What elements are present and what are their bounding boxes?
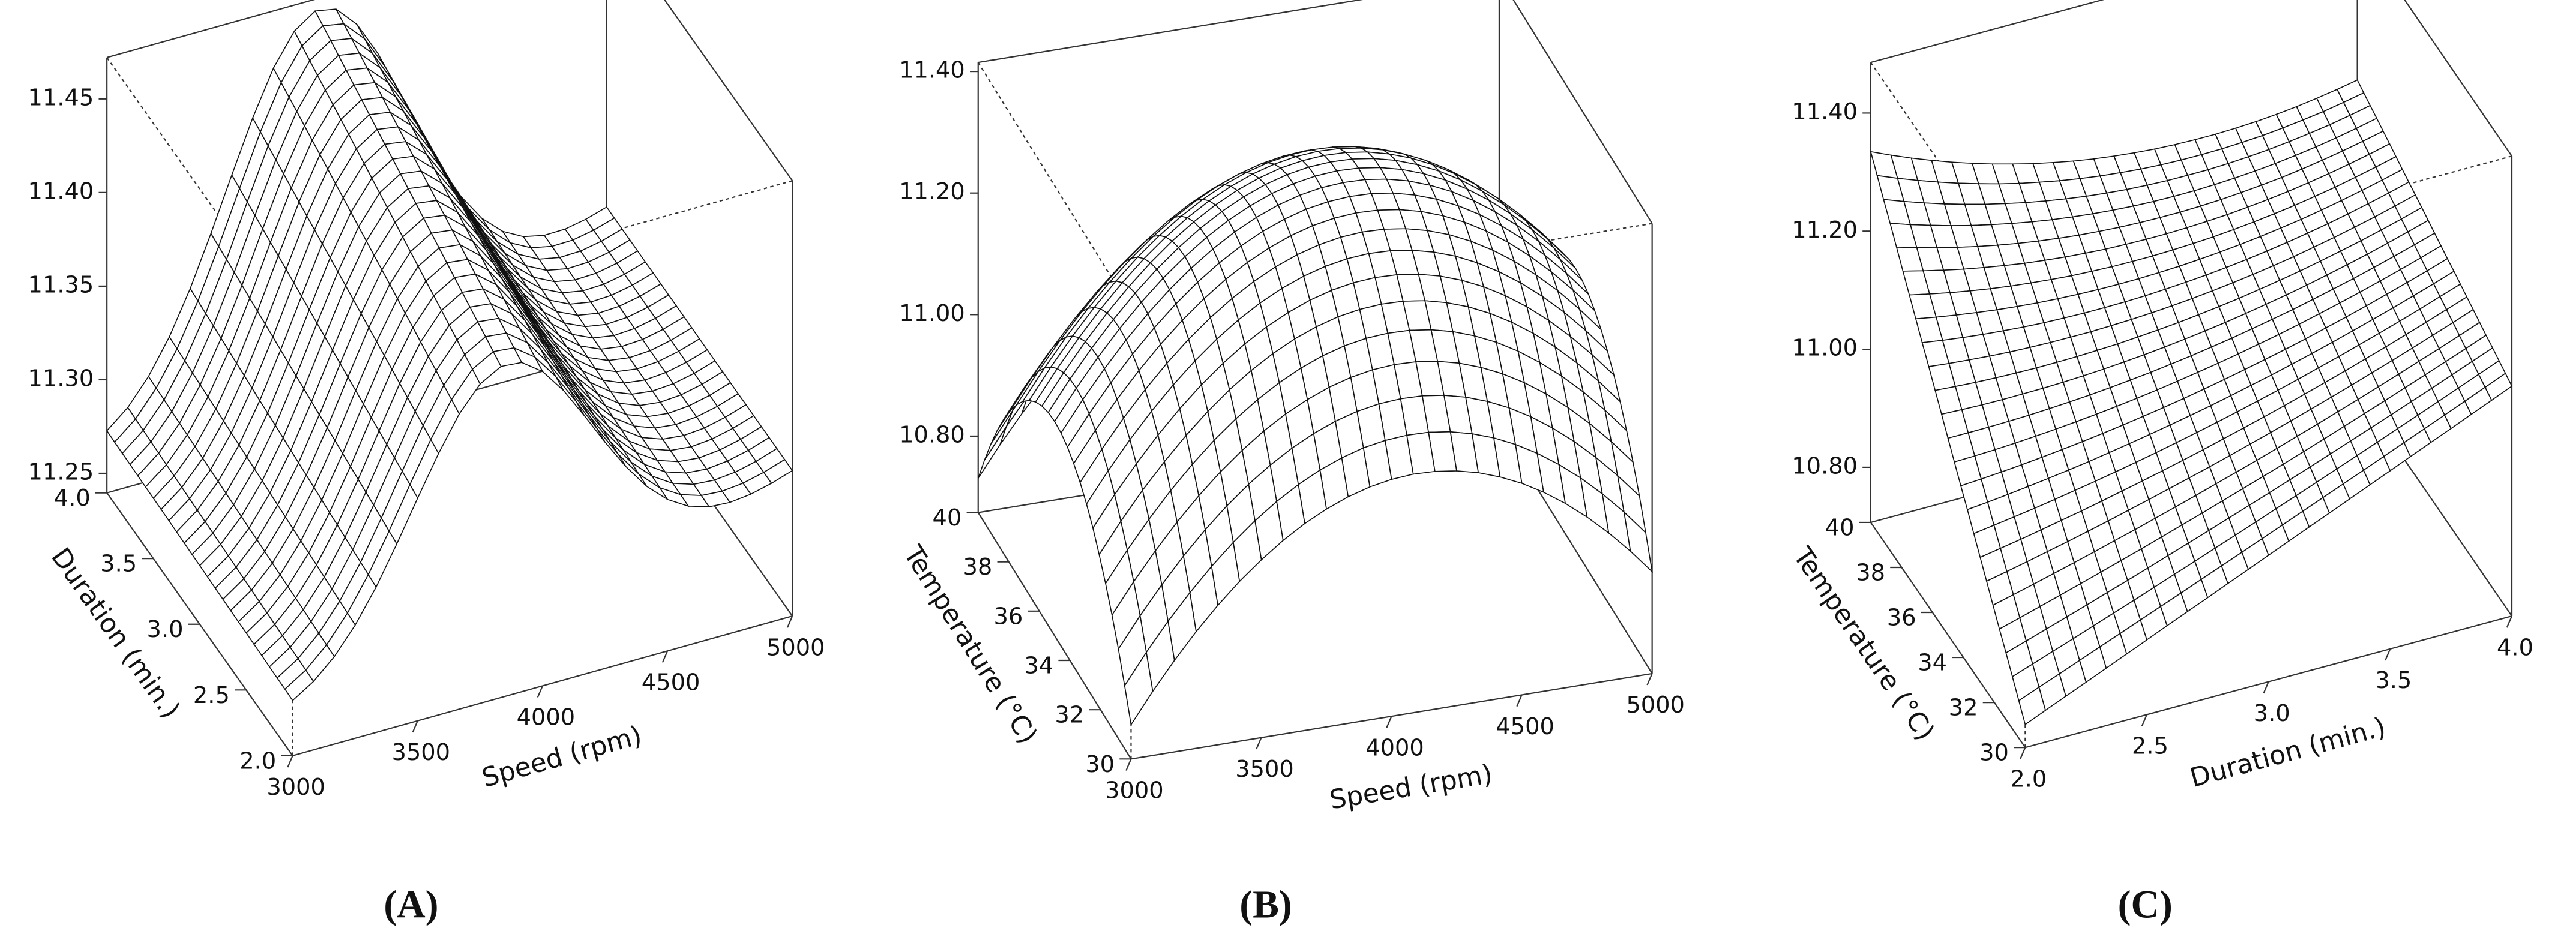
- box-edge: [2404, 0, 2512, 157]
- x-tick-label: 3500: [392, 739, 451, 766]
- tick-mark: [787, 615, 793, 628]
- mesh-cell: [2018, 686, 2046, 726]
- z-tick-label: 11.40: [899, 57, 965, 84]
- y-tick-label: 2.0: [239, 747, 276, 774]
- panel-label: (B): [1239, 883, 1292, 927]
- tick-mark: [537, 686, 543, 698]
- box-edge: [1512, 0, 1653, 224]
- y-tick-label: 32: [1055, 702, 1084, 729]
- tick-mark: [412, 720, 418, 733]
- box-edge: [1870, 522, 2026, 748]
- z-tick-label: 10.80: [1792, 452, 1858, 479]
- y-tick-label: 34: [1918, 650, 1947, 677]
- x-tick-label: 3.5: [2375, 667, 2412, 694]
- y-tick-label: 32: [1949, 695, 1978, 722]
- y-tick-label: 2.5: [193, 682, 230, 709]
- box-edge: [978, 0, 1363, 64]
- panel-label: (C): [2118, 883, 2173, 927]
- y-tick-label: 3.0: [147, 616, 184, 643]
- tick-mark: [287, 755, 293, 768]
- box-edge: [977, 62, 1132, 310]
- z-tick-label: 11.35: [28, 271, 94, 298]
- box-edge: [106, 57, 293, 321]
- y-tick-label: 36: [1887, 604, 1916, 631]
- z-tick-label: 11.00: [899, 300, 965, 327]
- z-tick-label: 11.20: [1792, 217, 1858, 244]
- y-tick-label: 36: [993, 603, 1023, 630]
- x-axis-title: Speed (rpm): [1328, 759, 1495, 816]
- tick-mark: [661, 650, 669, 663]
- tick-mark: [2506, 615, 2513, 628]
- tick-mark: [1256, 737, 1262, 750]
- mesh-cell: [284, 669, 314, 702]
- panel: 10.80 11.00 11.20 11.40 3000 3500 4000 4500 5000…: [897, 0, 1685, 927]
- z-tick-label: 11.20: [899, 178, 965, 205]
- box-edge: [977, 512, 1132, 759]
- y-tick-label: 38: [1856, 559, 1885, 586]
- x-tick-label: 2.5: [2132, 733, 2168, 760]
- z-tick-label: 11.45: [28, 84, 94, 111]
- z-tick-label: 11.40: [28, 178, 94, 205]
- box-edge: [664, 0, 793, 181]
- tick-mark: [1646, 673, 1653, 686]
- y-tick-label: 4.0: [54, 485, 91, 512]
- box-edge: [106, 0, 316, 58]
- y-tick-label: 30: [1085, 751, 1115, 778]
- x-tick-label: 3.0: [2254, 700, 2290, 727]
- tick-mark: [2020, 747, 2026, 759]
- x-tick-label: 4500: [642, 669, 700, 696]
- x-tick-label: 4000: [517, 704, 576, 731]
- y-tick-label: 3.5: [100, 551, 137, 578]
- panel-label: (A): [384, 883, 438, 927]
- x-tick-label: 5000: [766, 634, 825, 661]
- tick-mark: [2141, 714, 2148, 726]
- tick-mark: [2263, 681, 2269, 694]
- x-tick-label: 3500: [1235, 756, 1294, 783]
- mesh-cell: [1124, 651, 1154, 726]
- tick-mark: [1516, 695, 1523, 707]
- mesh-cell: [984, 410, 1014, 461]
- mesh-cell: [977, 426, 1007, 479]
- panel: 10.8011.0011.2011.402.02.53.03.54.0Durat…: [1787, 0, 2533, 927]
- tick-mark: [1125, 758, 1132, 771]
- x-tick-label: 3000: [1105, 777, 1164, 804]
- tick-mark: [1386, 716, 1392, 728]
- y-tick-label: 38: [963, 554, 993, 581]
- box-edge: [1870, 0, 2105, 64]
- x-tick-label: 5000: [1626, 692, 1685, 719]
- panel: 11.25 11.30 11.35 11.40 11.45 3000 3500 4000 450…: [28, 0, 825, 927]
- z-tick-label: 11.00: [1792, 335, 1858, 362]
- y-tick-label: 40: [1825, 514, 1855, 541]
- tick-mark: [2385, 648, 2391, 661]
- z-tick-label: 11.40: [1792, 98, 1858, 125]
- y-tick-label: 30: [1979, 740, 2009, 767]
- x-tick-label: 4000: [1365, 734, 1424, 761]
- z-tick-label: 11.25: [28, 458, 94, 485]
- x-tick-label: 4.0: [2497, 634, 2533, 661]
- y-tick-label: 34: [1024, 652, 1053, 679]
- z-tick-label: 10.80: [899, 421, 965, 448]
- z-tick-label: 11.30: [28, 365, 94, 392]
- x-tick-label: 4500: [1496, 713, 1554, 740]
- x-tick-label: 2.0: [2010, 765, 2047, 792]
- x-tick-label: 3000: [266, 774, 325, 801]
- y-tick-label: 40: [933, 504, 962, 531]
